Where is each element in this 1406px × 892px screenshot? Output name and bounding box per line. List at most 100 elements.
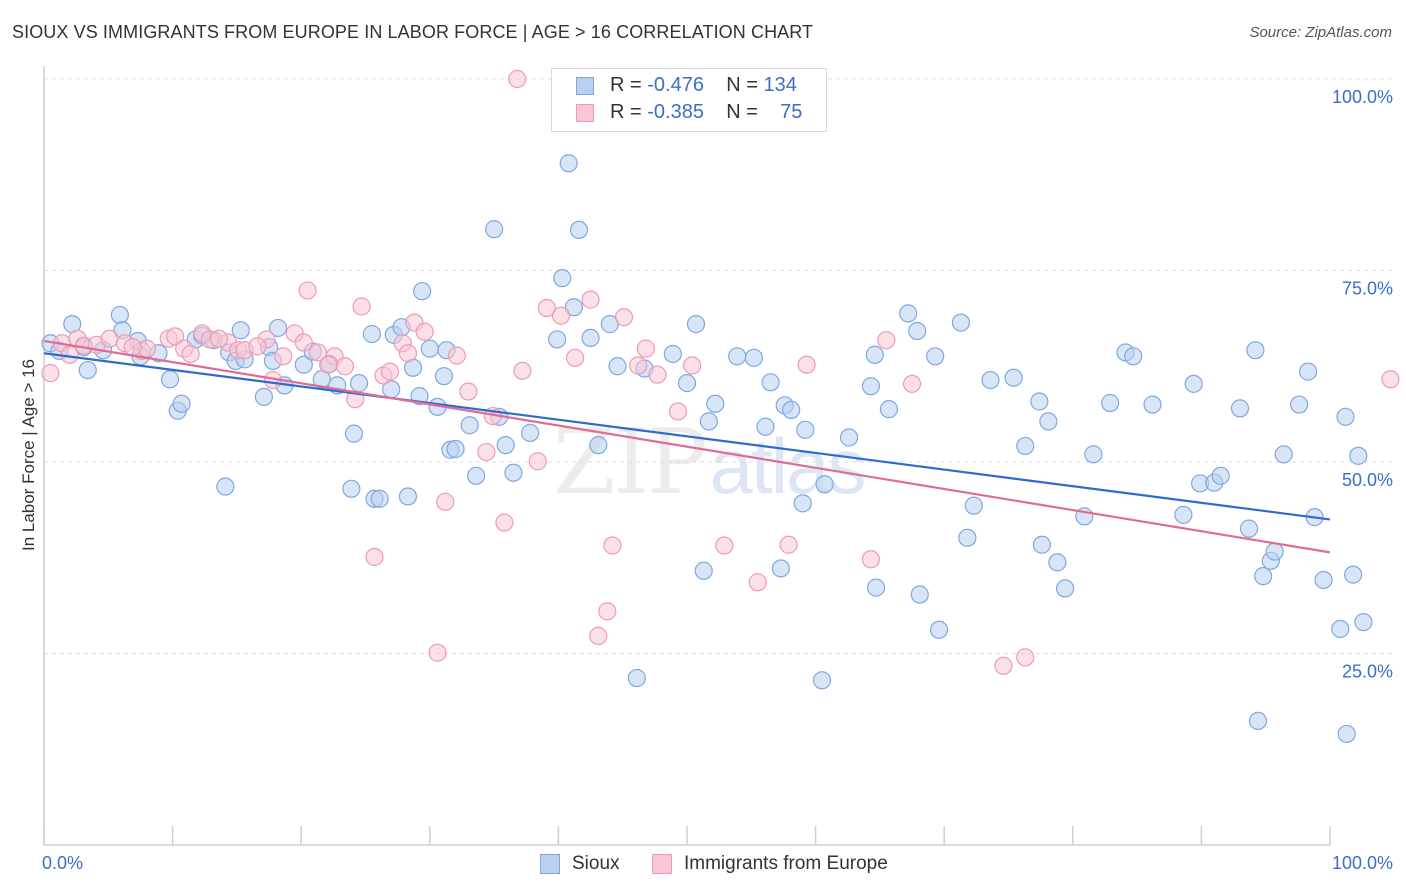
point-europe (415, 322, 434, 341)
point-europe (352, 297, 371, 316)
point-europe (294, 333, 313, 352)
point-sioux (1336, 407, 1355, 426)
point-sioux (1265, 542, 1284, 561)
n-label: N = (726, 74, 764, 96)
r-label: R = (610, 101, 648, 123)
y-tick-label: 50.0% (1342, 470, 1393, 490)
point-sioux (1239, 519, 1259, 538)
point-europe (581, 290, 600, 309)
source-label: Source: ZipAtlas.com (1249, 24, 1392, 41)
point-sioux (865, 345, 884, 364)
series-swatch-europe (652, 854, 672, 874)
point-sioux (496, 436, 515, 455)
point-sioux (627, 668, 646, 688)
tick-labels: 100.0% 75.0% 50.0% 25.0% 0.0% 100.0% (42, 87, 1393, 873)
point-europe (436, 492, 455, 511)
point-europe (319, 355, 338, 374)
point-sioux (793, 494, 812, 513)
point-sioux (172, 394, 191, 413)
point-europe (166, 327, 185, 346)
point-sioux (756, 417, 775, 436)
point-sioux (466, 466, 486, 485)
point-sioux (728, 347, 747, 366)
point-europe (428, 643, 447, 662)
point-europe (398, 344, 418, 363)
point-europe (902, 374, 922, 393)
point-sioux (559, 154, 578, 173)
legend-text-europe: R = -0.385 N = 75 (610, 101, 802, 124)
point-sioux (929, 620, 949, 639)
point-sioux (160, 370, 180, 389)
point-europe (994, 656, 1013, 675)
point-sioux (434, 367, 454, 386)
point-sioux (1344, 565, 1363, 584)
point-sioux (268, 318, 288, 338)
point-europe (797, 355, 816, 374)
point-europe (537, 298, 556, 318)
point-europe (41, 364, 60, 383)
point-sioux (910, 585, 929, 604)
point-sioux (589, 436, 608, 455)
point-europe (861, 550, 880, 569)
point-sioux (254, 387, 274, 406)
point-europe (683, 356, 702, 375)
point-sioux (460, 416, 479, 435)
point-sioux (1299, 362, 1318, 381)
point-europe (603, 536, 622, 555)
point-sioux (1124, 347, 1143, 366)
point-sioux (504, 463, 523, 482)
trend-line-sioux (43, 352, 1331, 521)
point-sioux (1100, 393, 1120, 413)
point-europe (477, 442, 496, 462)
chart-title: SIOUX VS IMMIGRANTS FROM EUROPE IN LABOR… (12, 22, 814, 42)
point-europe (495, 513, 514, 532)
point-sioux (771, 559, 790, 578)
point-sioux (1290, 395, 1309, 414)
y-axis-label: In Labor Force | Age > 16 (19, 359, 38, 551)
point-sioux (782, 400, 801, 420)
point-europe (528, 452, 547, 471)
point-sioux (744, 348, 763, 367)
point-europe (335, 357, 355, 376)
trend-line-europe (43, 339, 1331, 554)
point-europe (598, 602, 617, 621)
point-sioux (866, 578, 886, 597)
point-sioux (1048, 553, 1067, 572)
point-sioux (899, 304, 918, 323)
point-sioux (951, 313, 971, 332)
point-europe (298, 281, 317, 300)
point-europe (648, 365, 667, 384)
point-europe (380, 362, 400, 381)
point-sioux (1211, 466, 1230, 485)
point-sioux (686, 315, 706, 334)
point-europe (589, 626, 608, 645)
point-sioux (370, 489, 389, 508)
n-value: 75 (780, 101, 803, 123)
point-europe (123, 338, 142, 357)
point-europe (100, 329, 119, 348)
point-sioux (564, 298, 583, 317)
point-sioux (1337, 724, 1356, 744)
point-sioux (485, 220, 504, 239)
point-sioux (839, 428, 859, 447)
trend-lines (43, 339, 1331, 554)
point-sioux (420, 339, 439, 358)
point-europe (508, 69, 527, 89)
point-europe (629, 356, 648, 375)
point-sioux (1143, 395, 1162, 414)
x-tick-label: 100.0% (1332, 853, 1393, 873)
point-sioux (861, 377, 880, 396)
point-sioux (812, 671, 832, 690)
point-sioux (1032, 535, 1052, 554)
y-tick-label: 75.0% (1342, 279, 1393, 299)
point-sioux (1004, 368, 1023, 387)
point-sioux (216, 477, 235, 496)
point-sioux (110, 305, 129, 325)
legend-text-sioux: R = -0.476 N = 134 (610, 74, 797, 97)
axes (43, 66, 1331, 846)
point-sioux (412, 282, 432, 301)
point-europe (877, 331, 896, 350)
point-sioux (1314, 570, 1333, 590)
point-sioux (553, 269, 572, 288)
